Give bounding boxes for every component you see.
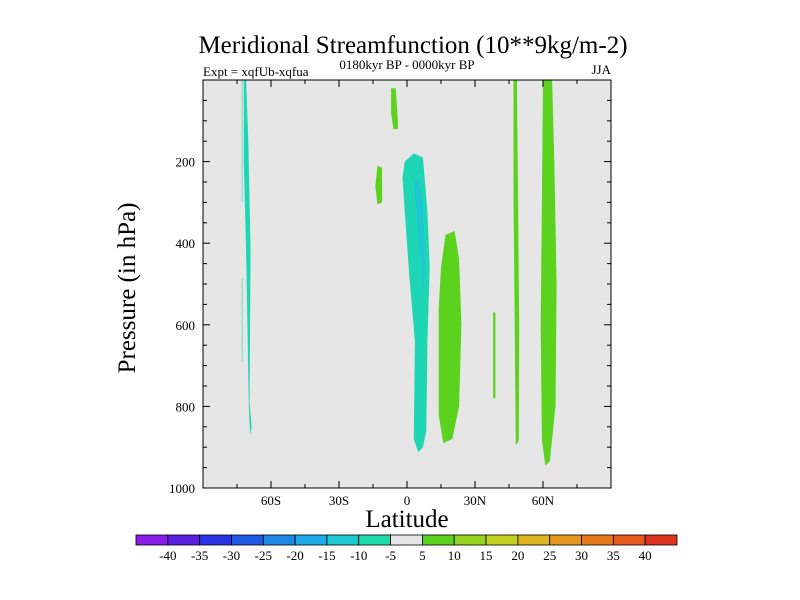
colorbar-label: 25 (543, 548, 556, 563)
x-tick-label: 30S (329, 493, 349, 508)
colorbar-swatch (199, 534, 232, 546)
colorbar-swatch (644, 534, 678, 546)
colorbar-swatch (231, 534, 264, 546)
colorbar-label: 20 (511, 548, 524, 563)
x-tick-label: 60N (532, 493, 555, 508)
contour-region-1 (241, 80, 243, 203)
contour-region-9 (513, 80, 520, 446)
chart-title: Meridional Streamfunction (10**9kg/m-2) (198, 32, 627, 59)
colorbar-swatch (453, 534, 487, 546)
contour-region-10 (540, 80, 557, 466)
y-tick-label: 800 (176, 399, 196, 414)
colorbar-swatch (422, 534, 455, 546)
colorbar-swatch (294, 534, 328, 546)
contour-region-0 (243, 80, 252, 435)
y-tick-label: 1000 (169, 481, 195, 496)
colorbar-label: -15 (318, 548, 335, 563)
contour-region-4 (413, 177, 426, 293)
x-tick-label: 60S (261, 493, 281, 508)
contour-region-2 (241, 277, 243, 362)
colorbar-label: 5 (419, 548, 426, 563)
plot-area: 60S 30S 0 30N 60N 200 400 600 800 1000 (169, 79, 612, 508)
x-tick-label: 0 (404, 493, 411, 508)
colorbar-swatch (390, 534, 423, 546)
colorbar-swatch (358, 534, 391, 546)
x-tick-label: 30N (464, 493, 487, 508)
time-range-label: 0180kyr BP - 0000kyr BP (339, 57, 474, 72)
colorbar-label: 15 (480, 548, 493, 563)
colorbar-swatch (326, 534, 360, 546)
y-axis-label: Pressure (in hPa) (114, 203, 141, 374)
colorbar-label: -20 (286, 548, 303, 563)
colorbar-swatch (485, 534, 519, 546)
colorbar-label: -25 (255, 548, 272, 563)
contour-region-5 (391, 88, 398, 129)
colorbar-label: 30 (575, 548, 588, 563)
contour-regions (241, 80, 557, 466)
colorbar-swatch (517, 534, 551, 546)
y-tick-label: 400 (176, 236, 196, 251)
colorbar-label: -35 (191, 548, 208, 563)
y-tick-label: 600 (176, 318, 196, 333)
colorbar-swatch (612, 534, 646, 546)
colorbar-label: -40 (159, 548, 176, 563)
season-label: JJA (591, 62, 611, 77)
experiment-label: Expt = xqfUb-xqfua (203, 64, 309, 79)
contour-region-8 (493, 312, 496, 399)
colorbar-swatch (167, 534, 201, 546)
colorbar-swatch (135, 534, 169, 546)
colorbar-swatch (581, 534, 614, 546)
axis-ticks: 60S 30S 0 30N 60N 200 400 600 800 1000 (169, 79, 612, 508)
contour-region-6 (375, 165, 383, 205)
colorbar: -40 -35 -30 -25 -20 -15 -10 -5 5 10 15 20 25 30 35 40 (135, 534, 678, 563)
colorbar-label: 35 (607, 548, 620, 563)
x-axis-label: Latitude (365, 506, 448, 533)
colorbar-swatch (549, 534, 582, 546)
colorbar-label: 40 (639, 548, 652, 563)
colorbar-label: 10 (448, 548, 461, 563)
colorbar-label: -5 (385, 548, 396, 563)
contour-region-7 (438, 231, 462, 444)
y-tick-label: 200 (176, 155, 196, 170)
colorbar-label: -30 (223, 548, 240, 563)
colorbar-swatch (262, 534, 296, 546)
colorbar-label: -10 (350, 548, 367, 563)
